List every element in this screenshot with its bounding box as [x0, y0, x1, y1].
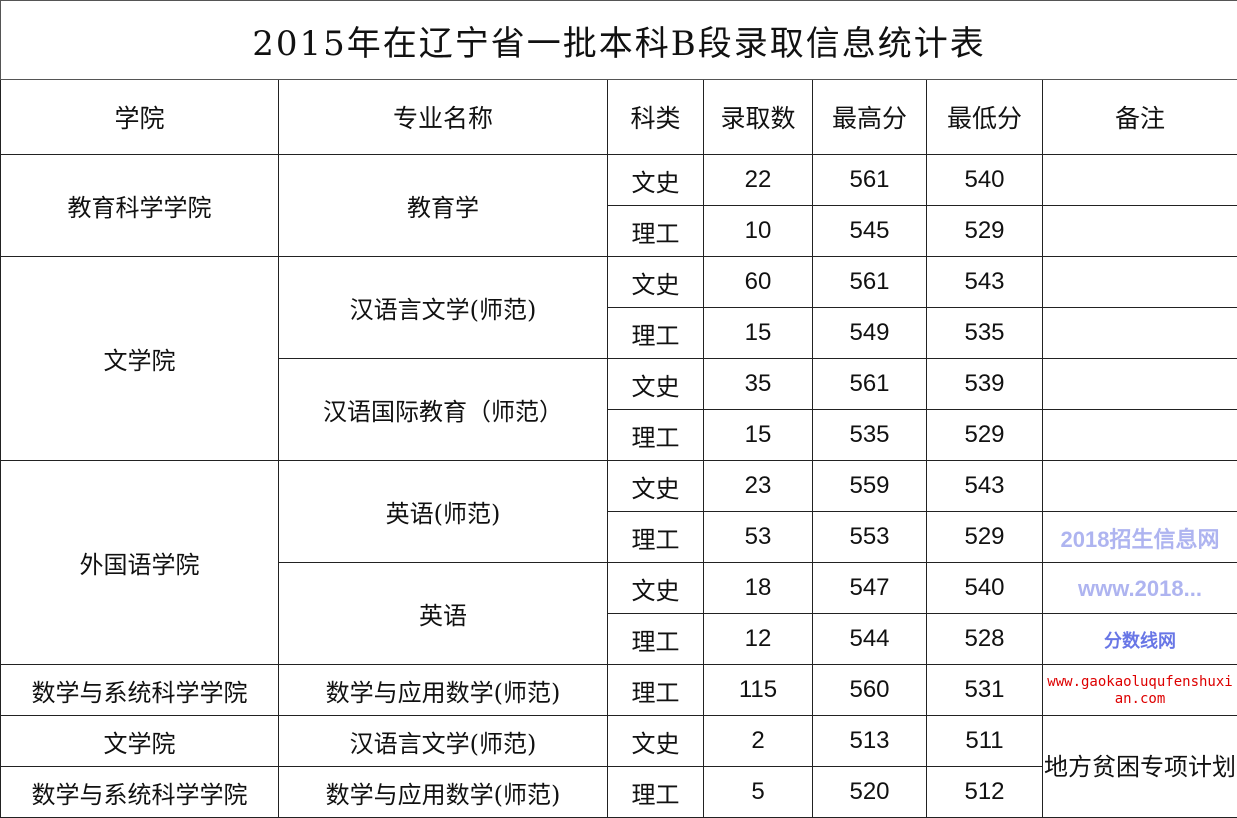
min-score-cell: 529 — [926, 511, 1043, 563]
min-score-cell: 511 — [926, 715, 1043, 767]
type-cell: 文史 — [607, 358, 704, 410]
table-row: 数学与系统科学学院 数学与应用数学(师范) 理工 115 560 531 — [0, 664, 1237, 716]
max-score-cell: 520 — [812, 766, 927, 818]
count-cell: 115 — [703, 664, 813, 716]
count-cell: 10 — [703, 205, 813, 257]
college-cell: 外国语学院 — [0, 460, 279, 665]
note-cell — [1041, 409, 1237, 461]
table-row: 理工 53 553 529 — [1, 511, 1237, 563]
table-row: 文学院 汉语言文学(师范) 文史 60 561 543 — [0, 256, 1237, 461]
type-cell: 理工 — [607, 664, 704, 716]
max-score-cell: 535 — [812, 409, 927, 461]
note-cell — [1041, 460, 1237, 512]
type-cell: 文史 — [607, 460, 704, 512]
type-cell: 理工 — [607, 613, 704, 665]
major-cell: 英语 — [278, 562, 608, 665]
type-cell: 文史 — [607, 154, 704, 206]
count-cell: 5 — [703, 766, 813, 818]
count-cell: 53 — [703, 511, 813, 563]
min-score-cell: 543 — [926, 256, 1043, 308]
min-score-cell: 539 — [926, 358, 1043, 410]
major-cell: 汉语言文学(师范) — [278, 715, 608, 767]
max-score-cell: 513 — [812, 715, 927, 767]
table-title: 2015年在辽宁省一批本科B段录取信息统计表 — [0, 0, 1237, 80]
type-cell: 理工 — [607, 307, 704, 359]
max-score-cell: 544 — [812, 613, 927, 665]
min-score-cell: 540 — [926, 154, 1043, 206]
max-score-cell: 559 — [812, 460, 927, 512]
note-cell — [1041, 562, 1237, 614]
table-row: 理工 12 544 528 — [1, 613, 1237, 665]
header-count: 录取数 — [703, 79, 813, 155]
note-cell — [1041, 154, 1237, 206]
max-score-cell: 560 — [812, 664, 927, 716]
type-cell: 文史 — [607, 562, 704, 614]
min-score-cell: 535 — [926, 307, 1043, 359]
max-score-cell: 549 — [812, 307, 927, 359]
major-cell: 数学与应用数学(师范) — [278, 664, 608, 716]
count-cell: 23 — [703, 460, 813, 512]
min-score-cell: 512 — [926, 766, 1043, 818]
note-cell — [1041, 205, 1237, 257]
count-cell: 15 — [703, 409, 813, 461]
major-cell: 数学与应用数学(师范) — [278, 766, 608, 818]
type-cell: 文史 — [607, 715, 704, 767]
count-cell: 35 — [703, 358, 813, 410]
table-row: 教育科学学院 教育学 文史 22 561 540 — [0, 154, 1237, 257]
count-cell: 12 — [703, 613, 813, 665]
count-cell: 22 — [703, 154, 813, 206]
min-score-cell: 529 — [926, 205, 1043, 257]
college-cell: 数学与系统科学学院 — [0, 766, 279, 818]
max-score-cell: 561 — [812, 358, 927, 410]
note-cell — [1041, 307, 1237, 359]
max-score-cell: 553 — [812, 511, 927, 563]
count-cell: 18 — [703, 562, 813, 614]
note-cell — [1041, 613, 1237, 665]
header-min: 最低分 — [926, 79, 1043, 155]
count-cell: 60 — [703, 256, 813, 308]
min-score-cell: 543 — [926, 460, 1043, 512]
min-score-cell: 540 — [926, 562, 1043, 614]
max-score-cell: 561 — [812, 256, 927, 308]
note-cell: 地方贫困专项计划 — [1041, 715, 1237, 818]
note-cell — [1041, 256, 1237, 308]
type-cell: 理工 — [607, 766, 704, 818]
min-score-cell: 531 — [926, 664, 1043, 716]
header-note: 备注 — [1041, 79, 1237, 155]
header-type: 科类 — [607, 79, 704, 155]
college-cell: 文学院 — [0, 715, 279, 767]
max-score-cell: 545 — [812, 205, 927, 257]
table-row: 理工 15 549 535 — [1, 307, 1237, 359]
header-major: 专业名称 — [278, 79, 608, 155]
table-row: 文学院 汉语言文学(师范) 文史 2 513 511 地方贫困专项计划 — [0, 715, 1237, 818]
college-cell: 教育科学学院 — [0, 154, 279, 257]
min-score-cell: 529 — [926, 409, 1043, 461]
note-cell — [1041, 511, 1237, 563]
max-score-cell: 561 — [812, 154, 927, 206]
note-cell — [1041, 358, 1237, 410]
table-row: 外国语学院 英语(师范) 文史 23 559 543 — [0, 460, 1237, 665]
college-cell: 数学与系统科学学院 — [0, 664, 279, 716]
college-cell: 文学院 — [0, 256, 279, 461]
major-cell: 汉语国际教育（师范） — [278, 358, 608, 461]
major-cell: 英语(师范) — [278, 460, 608, 563]
major-cell: 汉语言文学(师范) — [278, 256, 608, 359]
note-cell — [1041, 664, 1237, 716]
table-row: 汉语国际教育（师范） 文史 35 561 539 — [1, 358, 1237, 461]
type-cell: 理工 — [607, 205, 704, 257]
header-college: 学院 — [0, 79, 279, 155]
count-cell: 15 — [703, 307, 813, 359]
table-row: 数学与系统科学学院 数学与应用数学(师范) 理工 5 520 512 — [0, 766, 1237, 818]
major-cell: 教育学 — [278, 154, 608, 257]
max-score-cell: 547 — [812, 562, 927, 614]
type-cell: 文史 — [607, 256, 704, 308]
count-cell: 2 — [703, 715, 813, 767]
type-cell: 理工 — [607, 511, 704, 563]
header-max: 最高分 — [812, 79, 927, 155]
type-cell: 理工 — [607, 409, 704, 461]
min-score-cell: 528 — [926, 613, 1043, 665]
